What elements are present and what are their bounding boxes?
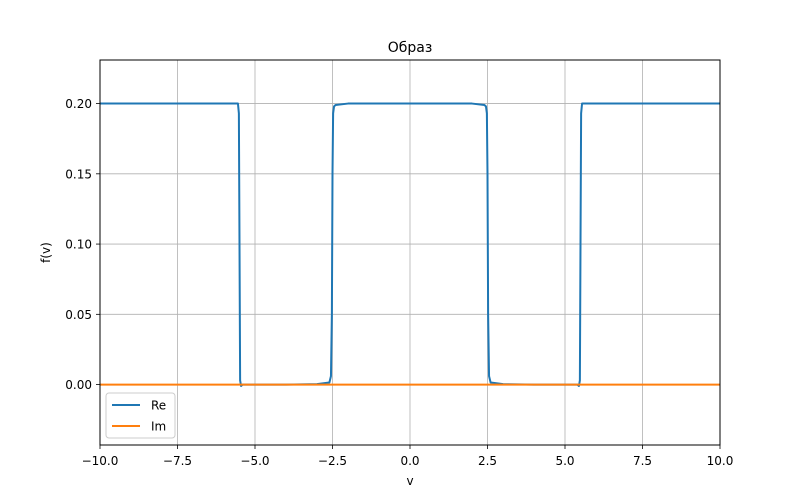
legend-label-re: Re: [151, 399, 166, 413]
x-tick-label: 0.0: [400, 454, 419, 468]
series-line-re: [100, 102, 720, 387]
x-tick-label: 10.0: [707, 454, 734, 468]
y-axis-label: f(v): [39, 242, 53, 263]
y-tick-label: 0.15: [65, 167, 92, 181]
x-tick-label: −10.0: [82, 454, 119, 468]
x-axis: −10.0 −7.5 −5.0 −2.5 0.0 2.5 5.0 7.5 10.0: [82, 445, 734, 468]
chart-title: Образ: [388, 40, 433, 56]
y-tick-label: 0.05: [65, 308, 92, 322]
x-tick-label: 7.5: [633, 454, 652, 468]
legend-label-im: Im: [151, 420, 166, 434]
series-layer: [100, 102, 720, 387]
y-tick-label: 0.00: [65, 378, 92, 392]
x-axis-label: v: [406, 474, 413, 488]
x-tick-label: 2.5: [478, 454, 497, 468]
x-tick-label: −2.5: [318, 454, 347, 468]
x-tick-label: 5.0: [555, 454, 574, 468]
legend: Re Im: [105, 392, 176, 439]
x-tick-label: −5.0: [240, 454, 269, 468]
y-axis: 0.00 0.05 0.10 0.15 0.20: [65, 97, 100, 392]
y-tick-label: 0.20: [65, 97, 92, 111]
x-tick-label: −7.5: [163, 454, 192, 468]
y-tick-label: 0.10: [65, 238, 92, 252]
